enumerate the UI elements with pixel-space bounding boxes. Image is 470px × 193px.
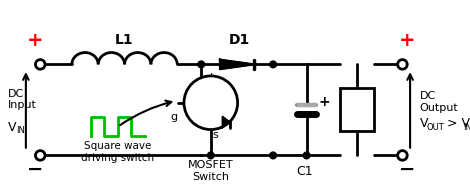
Circle shape	[207, 152, 214, 159]
Circle shape	[270, 152, 276, 159]
Text: DC
Input: DC Input	[8, 89, 37, 122]
Text: s: s	[213, 130, 219, 140]
Text: −: −	[399, 160, 415, 179]
Text: DC
Output: DC Output	[420, 91, 458, 113]
Text: g: g	[171, 112, 178, 122]
Polygon shape	[220, 60, 254, 69]
Circle shape	[398, 60, 407, 69]
Circle shape	[35, 151, 45, 160]
Text: > V: > V	[443, 117, 470, 130]
Text: V: V	[8, 121, 16, 134]
Circle shape	[184, 76, 238, 130]
Text: Square wave
driving switch: Square wave driving switch	[81, 141, 155, 163]
Text: IN: IN	[463, 123, 470, 132]
Polygon shape	[222, 116, 230, 128]
Bar	[297, 103, 316, 106]
Text: Load: Load	[340, 103, 374, 116]
Circle shape	[270, 61, 276, 68]
Text: IN: IN	[16, 126, 25, 135]
Text: +: +	[27, 31, 44, 50]
Text: +: +	[399, 31, 415, 50]
Text: −: −	[27, 160, 44, 179]
Circle shape	[303, 152, 310, 159]
Text: d: d	[205, 73, 212, 83]
Circle shape	[398, 151, 407, 160]
Circle shape	[198, 61, 204, 68]
Text: OUT: OUT	[426, 123, 444, 132]
Text: L1: L1	[115, 33, 134, 47]
Circle shape	[35, 60, 45, 69]
Text: D1: D1	[228, 33, 250, 47]
Text: MOSFET
Switch: MOSFET Switch	[188, 160, 234, 182]
Text: V: V	[420, 117, 428, 130]
Text: +: +	[318, 95, 330, 109]
Bar	[340, 88, 374, 131]
Text: C1: C1	[297, 165, 313, 178]
